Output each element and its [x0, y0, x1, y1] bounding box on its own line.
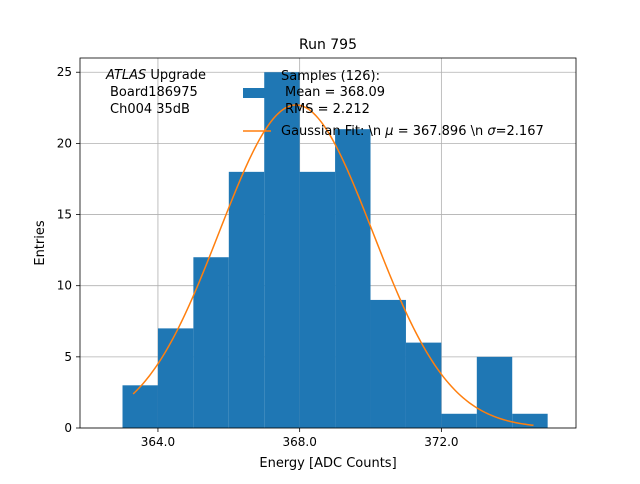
y-tick-label: 15 [57, 208, 72, 222]
legend-fit-suffix: =2.167 [496, 124, 544, 139]
legend-fit-prefix: Gaussian Fit: \n [281, 124, 385, 139]
histogram-bars [122, 72, 548, 428]
legend-hist-swatch [243, 88, 271, 98]
histogram-bar [299, 171, 336, 428]
atlas-label-italic: ATLAS [105, 68, 146, 83]
y-tick-label: 25 [57, 65, 72, 79]
board-label: Board186975 [110, 85, 198, 100]
legend: Samples (126): Mean = 368.09 RMS = 2.212… [243, 69, 544, 139]
legend-fit-mid: = 367.896 \n [394, 124, 488, 139]
histogram-bar [122, 385, 158, 428]
histogram-bar [441, 413, 477, 428]
axis-ticks: 364.0 368.0 372.0 0 5 10 15 20 25 [57, 65, 459, 449]
legend-fit-sigma: σ [487, 124, 496, 139]
x-tick-label: 372.0 [424, 435, 458, 449]
plot-frame [79, 57, 577, 429]
y-tick-label: 0 [64, 421, 72, 435]
y-axis-label: Entries [33, 220, 48, 266]
atlas-label: ATLAS Upgrade [105, 68, 206, 83]
y-tick-label: 5 [64, 350, 72, 364]
legend-hist-line2: Mean = 368.09 [285, 85, 385, 100]
histogram-bar [193, 257, 229, 428]
channel-label: Ch004 35dB [110, 102, 190, 117]
x-tick-label: 364.0 [141, 435, 175, 449]
x-tick-label: 368.0 [282, 435, 316, 449]
histogram-bar [370, 299, 406, 428]
legend-hist-line1: Samples (126): [281, 69, 380, 84]
gaussian-fit-curve [132, 104, 534, 427]
legend-hist-line3: RMS = 2.212 [285, 102, 370, 117]
histogram-bar [228, 171, 265, 428]
x-axis-label: Energy [ADC Counts] [259, 456, 396, 471]
legend-fit-mu: μ [384, 124, 393, 139]
histogram-bar [405, 342, 442, 428]
histogram-bar [335, 129, 371, 428]
legend-fit-label: Gaussian Fit: \n μ = 367.896 \n σ=2.167 [281, 124, 544, 139]
histogram-bar [512, 413, 548, 428]
y-tick-label: 20 [57, 136, 72, 150]
y-tick-label: 10 [57, 279, 72, 293]
histogram-bar [157, 328, 194, 428]
atlas-label-upgrade: Upgrade [146, 68, 206, 83]
atlas-annotation: ATLAS Upgrade Board186975 Ch004 35dB [105, 68, 206, 117]
chart-title: Run 795 [299, 37, 357, 53]
